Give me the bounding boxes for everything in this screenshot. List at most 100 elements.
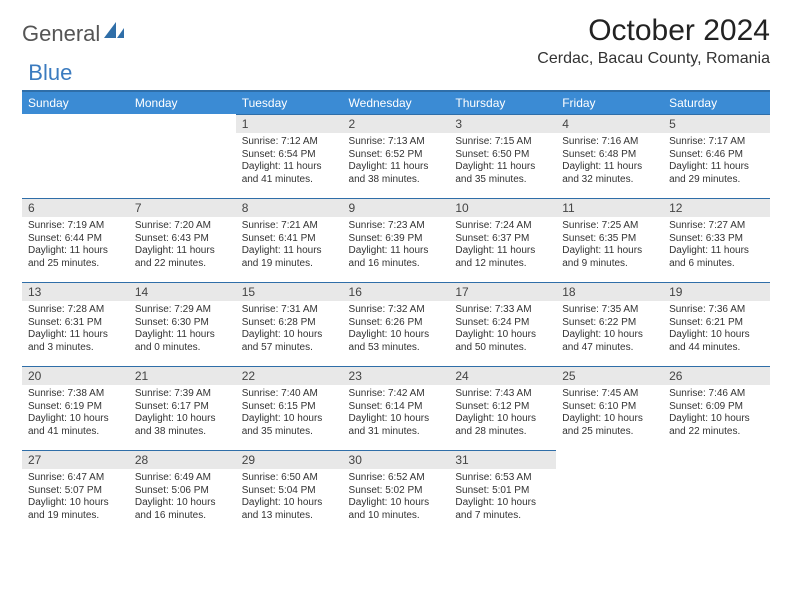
calendar-day-cell: 15Sunrise: 7:31 AMSunset: 6:28 PMDayligh…: [236, 282, 343, 366]
day-number: 17: [449, 282, 556, 301]
calendar-day-cell: 25Sunrise: 7:45 AMSunset: 6:10 PMDayligh…: [556, 366, 663, 450]
day-number: 1: [236, 114, 343, 133]
day-number: 11: [556, 198, 663, 217]
day-details: Sunrise: 7:27 AMSunset: 6:33 PMDaylight:…: [663, 217, 770, 273]
calendar-day-cell: 12Sunrise: 7:27 AMSunset: 6:33 PMDayligh…: [663, 198, 770, 282]
day-details: Sunrise: 7:36 AMSunset: 6:21 PMDaylight:…: [663, 301, 770, 357]
day-details: Sunrise: 7:45 AMSunset: 6:10 PMDaylight:…: [556, 385, 663, 441]
calendar-day-cell: [129, 114, 236, 198]
day-number: 3: [449, 114, 556, 133]
day-header: Friday: [556, 91, 663, 114]
calendar-table: SundayMondayTuesdayWednesdayThursdayFrid…: [22, 90, 770, 534]
calendar-day-cell: 19Sunrise: 7:36 AMSunset: 6:21 PMDayligh…: [663, 282, 770, 366]
calendar-day-cell: 29Sunrise: 6:50 AMSunset: 5:04 PMDayligh…: [236, 450, 343, 534]
day-number: 18: [556, 282, 663, 301]
day-details: Sunrise: 7:25 AMSunset: 6:35 PMDaylight:…: [556, 217, 663, 273]
logo-sail-icon: [102, 20, 126, 47]
day-details: Sunrise: 6:49 AMSunset: 5:06 PMDaylight:…: [129, 469, 236, 525]
day-number: 19: [663, 282, 770, 301]
calendar-day-cell: 21Sunrise: 7:39 AMSunset: 6:17 PMDayligh…: [129, 366, 236, 450]
day-details: Sunrise: 6:53 AMSunset: 5:01 PMDaylight:…: [449, 469, 556, 525]
day-number: 2: [343, 114, 450, 133]
day-details: Sunrise: 7:32 AMSunset: 6:26 PMDaylight:…: [343, 301, 450, 357]
day-details: Sunrise: 7:24 AMSunset: 6:37 PMDaylight:…: [449, 217, 556, 273]
day-number: 10: [449, 198, 556, 217]
day-details: Sunrise: 7:42 AMSunset: 6:14 PMDaylight:…: [343, 385, 450, 441]
calendar-day-cell: [556, 450, 663, 534]
calendar-day-cell: 3Sunrise: 7:15 AMSunset: 6:50 PMDaylight…: [449, 114, 556, 198]
day-number: 9: [343, 198, 450, 217]
calendar-day-cell: [663, 450, 770, 534]
day-details: Sunrise: 7:40 AMSunset: 6:15 PMDaylight:…: [236, 385, 343, 441]
calendar-week-row: 27Sunrise: 6:47 AMSunset: 5:07 PMDayligh…: [22, 450, 770, 534]
calendar-day-cell: 9Sunrise: 7:23 AMSunset: 6:39 PMDaylight…: [343, 198, 450, 282]
day-header: Sunday: [22, 91, 129, 114]
day-details: Sunrise: 6:47 AMSunset: 5:07 PMDaylight:…: [22, 469, 129, 525]
day-number: 7: [129, 198, 236, 217]
day-number: 13: [22, 282, 129, 301]
day-details: Sunrise: 7:46 AMSunset: 6:09 PMDaylight:…: [663, 385, 770, 441]
day-number: 15: [236, 282, 343, 301]
day-number: 23: [343, 366, 450, 385]
day-header-row: SundayMondayTuesdayWednesdayThursdayFrid…: [22, 91, 770, 114]
calendar-day-cell: 30Sunrise: 6:52 AMSunset: 5:02 PMDayligh…: [343, 450, 450, 534]
calendar-day-cell: 6Sunrise: 7:19 AMSunset: 6:44 PMDaylight…: [22, 198, 129, 282]
calendar-week-row: 20Sunrise: 7:38 AMSunset: 6:19 PMDayligh…: [22, 366, 770, 450]
calendar-day-cell: 24Sunrise: 7:43 AMSunset: 6:12 PMDayligh…: [449, 366, 556, 450]
day-details: Sunrise: 7:12 AMSunset: 6:54 PMDaylight:…: [236, 133, 343, 189]
logo-text-general: General: [22, 21, 100, 47]
day-details: Sunrise: 7:13 AMSunset: 6:52 PMDaylight:…: [343, 133, 450, 189]
calendar-day-cell: 22Sunrise: 7:40 AMSunset: 6:15 PMDayligh…: [236, 366, 343, 450]
day-number: 31: [449, 450, 556, 469]
day-details: Sunrise: 6:50 AMSunset: 5:04 PMDaylight:…: [236, 469, 343, 525]
day-number: 28: [129, 450, 236, 469]
day-number: 12: [663, 198, 770, 217]
title-block: October 2024 Cerdac, Bacau County, Roman…: [537, 14, 770, 68]
day-details: Sunrise: 7:20 AMSunset: 6:43 PMDaylight:…: [129, 217, 236, 273]
calendar-day-cell: 5Sunrise: 7:17 AMSunset: 6:46 PMDaylight…: [663, 114, 770, 198]
location: Cerdac, Bacau County, Romania: [537, 50, 770, 68]
day-details: Sunrise: 7:28 AMSunset: 6:31 PMDaylight:…: [22, 301, 129, 357]
calendar-day-cell: [22, 114, 129, 198]
day-number: 24: [449, 366, 556, 385]
day-details: Sunrise: 6:52 AMSunset: 5:02 PMDaylight:…: [343, 469, 450, 525]
day-header: Monday: [129, 91, 236, 114]
calendar-day-cell: 28Sunrise: 6:49 AMSunset: 5:06 PMDayligh…: [129, 450, 236, 534]
day-details: Sunrise: 7:21 AMSunset: 6:41 PMDaylight:…: [236, 217, 343, 273]
logo: General: [22, 14, 128, 47]
day-details: Sunrise: 7:16 AMSunset: 6:48 PMDaylight:…: [556, 133, 663, 189]
calendar-day-cell: 7Sunrise: 7:20 AMSunset: 6:43 PMDaylight…: [129, 198, 236, 282]
month-title: October 2024: [537, 14, 770, 48]
calendar-day-cell: 2Sunrise: 7:13 AMSunset: 6:52 PMDaylight…: [343, 114, 450, 198]
calendar-day-cell: 14Sunrise: 7:29 AMSunset: 6:30 PMDayligh…: [129, 282, 236, 366]
calendar-day-cell: 1Sunrise: 7:12 AMSunset: 6:54 PMDaylight…: [236, 114, 343, 198]
calendar-body: 1Sunrise: 7:12 AMSunset: 6:54 PMDaylight…: [22, 114, 770, 534]
day-details: Sunrise: 7:38 AMSunset: 6:19 PMDaylight:…: [22, 385, 129, 441]
day-number: 21: [129, 366, 236, 385]
day-number: 27: [22, 450, 129, 469]
calendar-week-row: 6Sunrise: 7:19 AMSunset: 6:44 PMDaylight…: [22, 198, 770, 282]
calendar-week-row: 13Sunrise: 7:28 AMSunset: 6:31 PMDayligh…: [22, 282, 770, 366]
day-number: 14: [129, 282, 236, 301]
day-number: 20: [22, 366, 129, 385]
day-details: Sunrise: 7:19 AMSunset: 6:44 PMDaylight:…: [22, 217, 129, 273]
calendar-day-cell: 20Sunrise: 7:38 AMSunset: 6:19 PMDayligh…: [22, 366, 129, 450]
day-details: Sunrise: 7:39 AMSunset: 6:17 PMDaylight:…: [129, 385, 236, 441]
calendar-week-row: 1Sunrise: 7:12 AMSunset: 6:54 PMDaylight…: [22, 114, 770, 198]
page: General October 2024 Cerdac, Bacau Count…: [0, 0, 792, 544]
day-number: 30: [343, 450, 450, 469]
calendar-day-cell: 17Sunrise: 7:33 AMSunset: 6:24 PMDayligh…: [449, 282, 556, 366]
day-details: Sunrise: 7:35 AMSunset: 6:22 PMDaylight:…: [556, 301, 663, 357]
day-number: 29: [236, 450, 343, 469]
day-number: 5: [663, 114, 770, 133]
day-number: 8: [236, 198, 343, 217]
day-number: 16: [343, 282, 450, 301]
day-details: Sunrise: 7:33 AMSunset: 6:24 PMDaylight:…: [449, 301, 556, 357]
day-details: Sunrise: 7:29 AMSunset: 6:30 PMDaylight:…: [129, 301, 236, 357]
day-header: Saturday: [663, 91, 770, 114]
day-details: Sunrise: 7:31 AMSunset: 6:28 PMDaylight:…: [236, 301, 343, 357]
day-number: 25: [556, 366, 663, 385]
logo-text-blue: Blue: [28, 60, 72, 86]
day-header: Tuesday: [236, 91, 343, 114]
calendar-day-cell: 18Sunrise: 7:35 AMSunset: 6:22 PMDayligh…: [556, 282, 663, 366]
